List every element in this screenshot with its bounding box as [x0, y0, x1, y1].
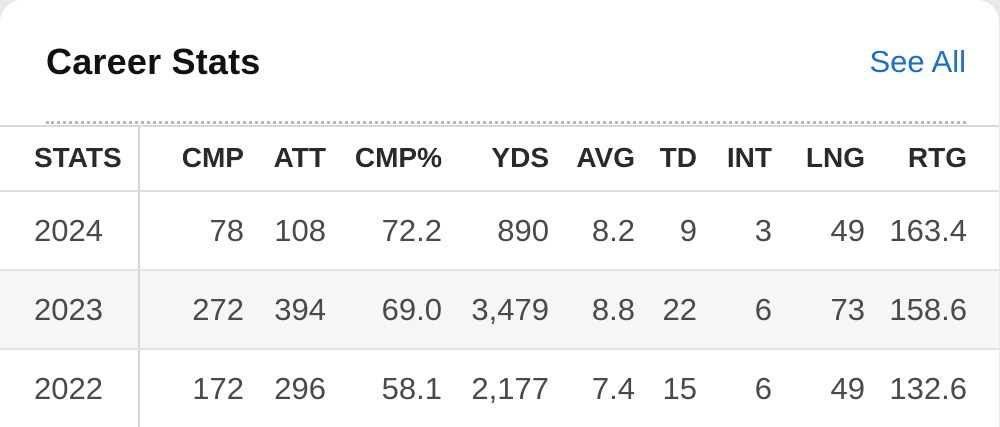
lng-cell: 49 [772, 191, 865, 271]
column-header-cmp-pct[interactable]: CMP% [326, 126, 442, 192]
att-cell: 394 [244, 270, 326, 350]
int-cell: 3 [697, 191, 772, 271]
lng-cell: 49 [772, 349, 865, 427]
yds-cell: 890 [442, 191, 549, 271]
table-row: 2023 272 394 69.0 3,479 8.8 22 6 73 158.… [0, 270, 999, 350]
career-stats-table: STATS CMP ATT CMP% YDS AVG TD INT LNG RT… [0, 126, 999, 427]
column-header-rtg[interactable]: RTG [865, 126, 999, 192]
avg-cell: 8.8 [549, 270, 635, 350]
card-header: Career Stats See All [0, 0, 999, 124]
section-title: Career Stats [46, 41, 261, 82]
cmp-pct-cell: 72.2 [326, 191, 442, 271]
column-header-td[interactable]: TD [635, 126, 697, 192]
cmp-pct-cell: 58.1 [326, 349, 442, 427]
table-header-row: STATS CMP ATT CMP% YDS AVG TD INT LNG RT… [0, 126, 999, 192]
see-all-link[interactable]: See All [869, 44, 966, 79]
rtg-cell: 163.4 [865, 191, 999, 271]
column-header-int[interactable]: INT [697, 126, 772, 192]
table-row: 2022 172 296 58.1 2,177 7.4 15 6 49 132.… [0, 349, 999, 427]
rtg-cell: 158.6 [865, 270, 999, 350]
column-header-avg[interactable]: AVG [549, 126, 635, 192]
season-cell: 2022 [0, 349, 140, 427]
column-header-cmp[interactable]: CMP [139, 126, 244, 192]
td-cell: 22 [635, 270, 697, 350]
column-header-lng[interactable]: LNG [772, 126, 865, 192]
cmp-cell: 172 [139, 349, 244, 427]
column-header-stats[interactable]: STATS [0, 126, 140, 192]
table-row: 2024 78 108 72.2 890 8.2 9 3 49 163.4 [0, 191, 999, 271]
dotted-divider [46, 121, 966, 124]
season-cell: 2023 [0, 270, 140, 350]
att-cell: 108 [244, 191, 326, 271]
season-cell: 2024 [0, 191, 140, 271]
column-header-att[interactable]: ATT [244, 126, 326, 192]
int-cell: 6 [697, 349, 772, 427]
rtg-cell: 132.6 [865, 349, 999, 427]
yds-cell: 2,177 [442, 349, 549, 427]
att-cell: 296 [244, 349, 326, 427]
lng-cell: 73 [772, 270, 865, 350]
int-cell: 6 [697, 270, 772, 350]
cmp-cell: 272 [139, 270, 244, 350]
column-header-yds[interactable]: YDS [442, 126, 549, 192]
td-cell: 15 [635, 349, 697, 427]
yds-cell: 3,479 [442, 270, 549, 350]
td-cell: 9 [635, 191, 697, 271]
cmp-cell: 78 [139, 191, 244, 271]
avg-cell: 8.2 [549, 191, 635, 271]
cmp-pct-cell: 69.0 [326, 270, 442, 350]
avg-cell: 7.4 [549, 349, 635, 427]
